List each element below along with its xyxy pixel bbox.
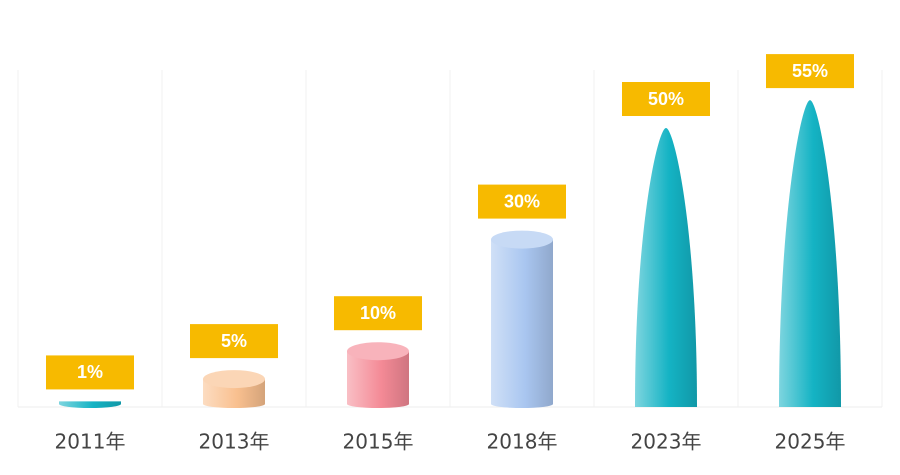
x-tick-label: 2025年 [775,430,846,454]
bar-top [491,230,553,249]
x-tick-label: 2013年 [199,430,270,454]
value-label: 55% [792,61,828,81]
bar-top [347,342,409,361]
value-label: 10% [360,303,396,323]
value-label-box [622,82,710,116]
value-label-box [334,296,422,331]
value-label: 50% [648,89,684,109]
x-tick-label: 2023年 [631,430,702,454]
bar [635,128,697,407]
bar [59,401,121,408]
value-label-box [766,54,854,89]
value-label: 5% [221,331,247,351]
x-tick-label: 2011年 [55,430,126,454]
x-tick-label: 2015年 [343,430,414,454]
bar-top [203,370,265,389]
value-label-box [478,184,566,219]
x-tick-label: 2018年 [487,430,558,454]
value-label: 1% [77,362,103,382]
value-label: 30% [504,191,540,211]
value-label-box [46,355,134,390]
value-label-box [190,324,278,359]
bar [491,239,553,408]
bar [347,351,409,408]
bar [779,100,841,407]
